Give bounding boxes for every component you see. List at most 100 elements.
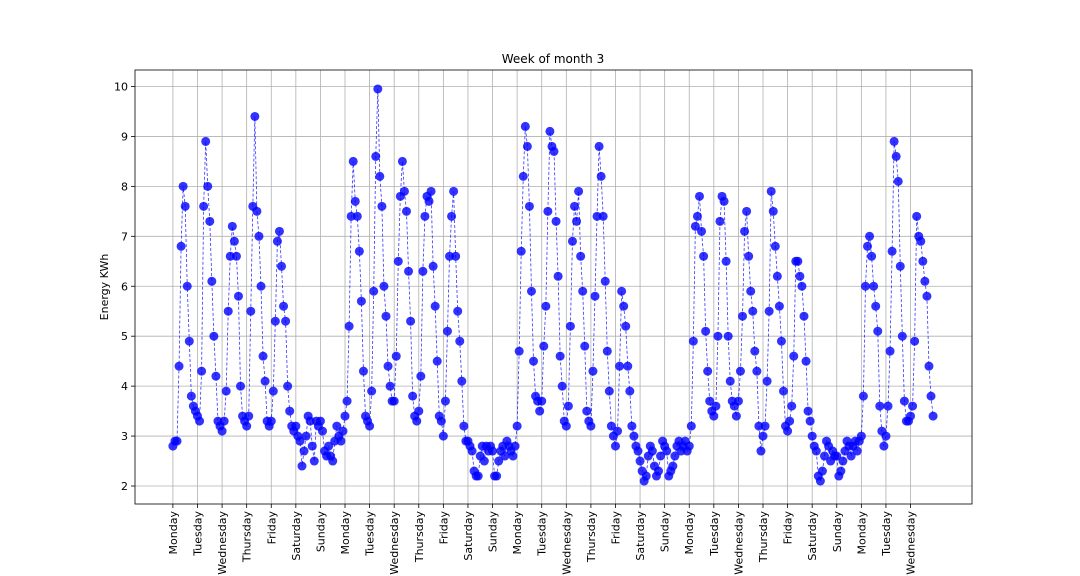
data-point [811,446,821,456]
data-point [250,111,260,121]
data-point [654,466,664,476]
data-point [231,251,241,261]
data-point [424,196,434,206]
data-point [397,156,407,166]
data-point [371,151,381,161]
data-point [227,221,237,231]
data-point [520,121,530,131]
data-point [690,221,700,231]
data-point [563,401,573,411]
data-point [692,211,702,221]
data-point [703,366,713,376]
data-point [918,256,928,266]
data-point [367,386,377,396]
data-point [426,186,436,196]
data-point [348,156,358,166]
data-point [613,426,623,436]
data-point [449,186,459,196]
data-point [856,431,866,441]
data-point [606,421,616,431]
data-point [369,286,379,296]
data-point [233,291,243,301]
data-point [772,271,782,281]
data-point [752,366,762,376]
data-point [875,401,885,411]
data-point [266,416,276,426]
data-point [817,466,827,476]
data-point [924,361,934,371]
data-point [516,246,526,256]
x-tick-label: Saturday [634,511,647,561]
x-tick-label: Wednesday [560,511,573,575]
y-tick-label: 5 [121,330,128,343]
data-point [272,236,282,246]
data-point [731,411,741,421]
x-tick-label: Monday [167,511,180,555]
data-point [795,271,805,281]
data-point [617,286,627,296]
x-tick-label: Sunday [314,511,327,553]
y-tick-label: 8 [121,180,128,193]
y-tick-label: 7 [121,230,128,243]
data-point [539,341,549,351]
data-point [750,346,760,356]
data-point [283,381,293,391]
data-point [436,416,446,426]
x-tick-label: Thursday [241,511,254,564]
data-point [307,441,317,451]
x-tick-label: Monday [855,511,868,555]
data-point [401,206,411,216]
data-point [832,451,842,461]
data-point [623,361,633,371]
x-tick-label: Saturday [462,511,475,561]
data-point [414,406,424,416]
data-point [297,461,307,471]
data-point [758,431,768,441]
data-point [598,211,608,221]
data-point [406,316,416,326]
data-point [473,471,483,481]
data-point [783,426,793,436]
data-point [688,336,698,346]
data-point [199,201,209,211]
x-tick-label: Tuesday [536,511,549,557]
data-point [295,436,305,446]
data-point [354,246,364,256]
data-point [863,241,873,251]
data-point [549,146,559,156]
data-point [762,376,772,386]
data-point [356,296,366,306]
data-point [764,306,774,316]
data-point [385,381,395,391]
data-point [686,421,696,431]
data-point [404,266,414,276]
data-point [338,426,348,436]
data-point [873,326,883,336]
y-tick-label: 4 [121,380,128,393]
data-point [301,431,311,441]
x-tick-label: Friday [437,511,450,545]
data-point [742,206,752,216]
data-point [594,141,604,151]
data-point [578,286,588,296]
data-point [541,301,551,311]
data-point [787,401,797,411]
data-point [629,431,639,441]
data-point [285,406,295,416]
data-point [701,326,711,336]
data-point [906,411,916,421]
data-point [178,181,188,191]
data-point [721,256,731,266]
data-point [197,366,207,376]
data-point [518,171,528,181]
data-point [352,211,362,221]
data-point [789,351,799,361]
data-point [865,231,875,241]
data-point [910,336,920,346]
data-point [836,466,846,476]
data-point [879,441,889,451]
data-point [852,446,862,456]
data-point [350,196,360,206]
data-point [340,411,350,421]
